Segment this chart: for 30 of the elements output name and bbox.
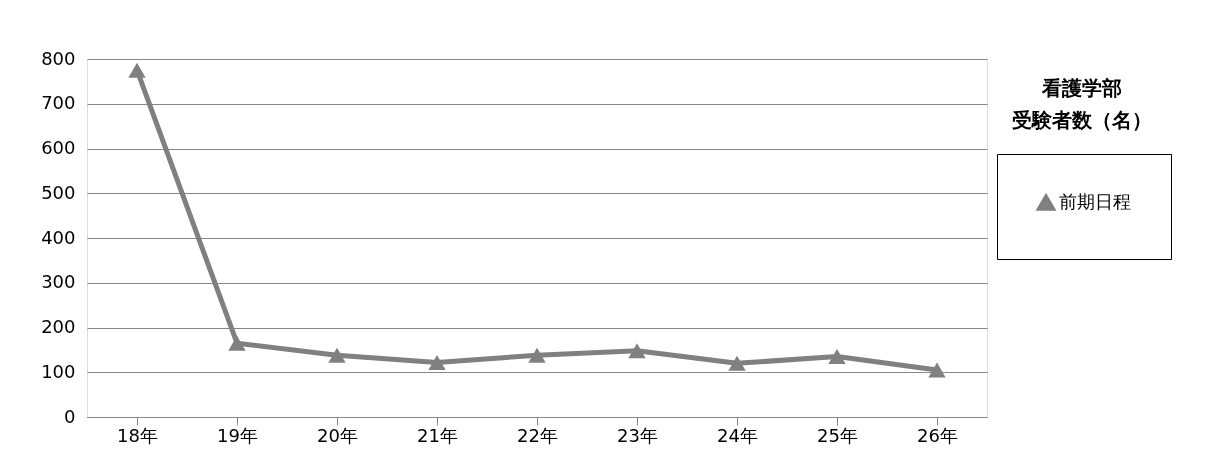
point xyxy=(228,335,246,351)
x-tick-label: 26年 xyxy=(917,424,958,446)
point xyxy=(428,354,446,370)
x-tick-label: 21年 xyxy=(417,424,458,446)
y-tick-label: 500 xyxy=(41,181,76,203)
y-tick-label: 800 xyxy=(41,47,76,69)
x-tick-label: 23年 xyxy=(617,424,658,446)
point xyxy=(128,62,146,78)
y-tick-label: 300 xyxy=(41,271,76,293)
text: 看護学部 xyxy=(1041,76,1122,100)
y-tick-label: 0 xyxy=(64,405,76,427)
y-tick-label: 200 xyxy=(41,316,76,337)
y-tick-label: 400 xyxy=(41,226,76,248)
x-tick-label: 19年 xyxy=(217,424,258,446)
y-tick-label: 100 xyxy=(41,360,76,382)
point xyxy=(928,362,946,378)
point xyxy=(628,343,646,359)
point xyxy=(728,355,746,371)
x-tick-label: 22年 xyxy=(517,424,558,446)
x-tick-label: 24年 xyxy=(717,424,758,446)
point xyxy=(528,347,546,363)
x-tick-label: 25年 xyxy=(817,424,858,446)
point xyxy=(828,349,846,365)
y-tick-label: 600 xyxy=(41,137,76,158)
legend-label: 前期日程 xyxy=(1059,191,1131,212)
y-tick-label: 700 xyxy=(41,92,76,114)
x-tick-label: 20年 xyxy=(317,424,358,446)
text: 受験者数（名） xyxy=(1012,108,1152,132)
point xyxy=(328,347,346,363)
x-tick-label: 18年 xyxy=(117,424,158,446)
